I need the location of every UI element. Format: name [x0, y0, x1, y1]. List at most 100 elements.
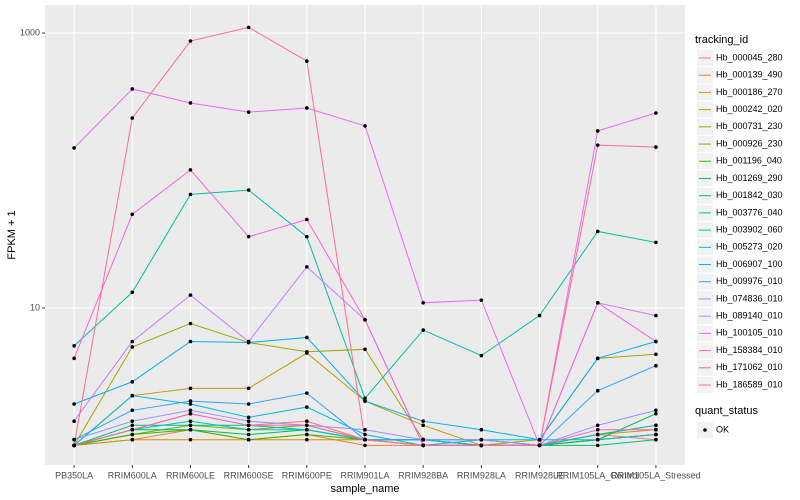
data-point — [479, 443, 484, 448]
data-point — [363, 396, 367, 401]
data-point — [654, 427, 658, 432]
data-point — [188, 399, 193, 403]
data-point — [654, 411, 658, 416]
data-point — [654, 339, 658, 344]
data-point — [421, 419, 425, 423]
data-point — [130, 290, 135, 295]
data-point — [305, 265, 309, 269]
data-point — [130, 432, 135, 437]
x-tick-label: RRIM928LA — [457, 470, 506, 480]
data-point — [595, 143, 600, 147]
data-point — [246, 427, 251, 432]
data-point — [305, 432, 309, 437]
data-point — [188, 293, 193, 297]
data-point — [305, 349, 309, 354]
data-point — [188, 437, 193, 442]
y-tick-label: 1000 — [20, 27, 40, 37]
legend-label: Hb_003902_060 — [716, 224, 783, 234]
data-point — [654, 240, 658, 245]
data-point — [305, 437, 309, 442]
data-point — [246, 423, 251, 428]
data-point — [421, 423, 425, 428]
data-point — [305, 391, 309, 395]
legend-label: Hb_006907_100 — [716, 259, 783, 269]
data-point — [363, 443, 367, 448]
data-point — [305, 59, 309, 63]
data-point — [188, 192, 193, 197]
data-point — [72, 437, 76, 442]
data-point — [537, 437, 542, 442]
data-point — [421, 437, 425, 442]
data-point — [363, 432, 367, 437]
legend-label: Hb_089140_010 — [716, 311, 783, 321]
data-point — [479, 353, 484, 358]
data-point — [479, 437, 484, 442]
x-tick-label: PB350LA — [55, 470, 93, 480]
data-point — [72, 356, 76, 361]
data-point — [130, 419, 135, 423]
legend-label: Hb_009976_010 — [716, 276, 783, 286]
data-point — [654, 313, 658, 318]
data-point — [537, 443, 542, 448]
data-point — [595, 437, 600, 442]
data-point — [595, 356, 600, 361]
legend-label: Hb_000045_280 — [716, 52, 783, 62]
data-point — [188, 101, 193, 105]
x-tick-label: RRIM600PE — [282, 470, 332, 480]
legend-label: Hb_000139_490 — [716, 70, 783, 80]
x-tick-label: RRIM600LA — [108, 470, 157, 480]
legend-label: Hb_074836_010 — [716, 293, 783, 303]
x-tick-label: RRIM105LA_Control — [556, 470, 639, 480]
data-point — [246, 432, 251, 437]
data-point — [130, 393, 135, 398]
data-point — [595, 301, 600, 305]
data-point — [595, 432, 600, 437]
data-point — [188, 411, 193, 416]
point-legend-label: OK — [716, 424, 729, 434]
data-point — [130, 212, 135, 217]
data-point — [305, 423, 309, 428]
data-point — [363, 317, 367, 322]
data-point — [246, 402, 251, 406]
y-axis-title: FPKM + 1 — [6, 210, 18, 259]
data-point — [72, 419, 76, 423]
data-point — [188, 408, 193, 413]
legend-label: Hb_001196_040 — [716, 156, 782, 166]
data-point — [421, 443, 425, 448]
data-point — [537, 313, 542, 318]
data-point — [654, 363, 658, 368]
data-point — [188, 321, 193, 326]
legend-label: Hb_001842_030 — [716, 190, 783, 200]
data-point — [130, 427, 135, 432]
data-point — [72, 443, 76, 448]
legend-label: Hb_100105_010 — [716, 328, 783, 338]
legend-label: Hb_001269_290 — [716, 173, 783, 183]
legend-label: Hb_003776_040 — [716, 207, 783, 217]
x-tick-label: RRIM928LE — [515, 470, 564, 480]
data-point — [130, 116, 135, 120]
data-point — [305, 217, 309, 222]
data-point — [188, 386, 193, 391]
data-point — [188, 339, 193, 344]
data-point — [305, 427, 309, 432]
data-point — [654, 432, 658, 437]
data-point — [246, 339, 251, 344]
x-tick-label: RRIM928BA — [398, 470, 448, 480]
data-point — [188, 402, 193, 406]
data-point — [305, 106, 309, 110]
legend-label: Hb_000242_020 — [716, 104, 783, 114]
data-point — [479, 298, 484, 302]
data-point — [654, 437, 658, 442]
legend-label: Hb_005273_020 — [716, 242, 783, 252]
legend-label: Hb_000186_270 — [716, 87, 783, 97]
data-point — [246, 419, 251, 423]
y-tick-label: 10 — [30, 302, 40, 312]
data-point — [246, 415, 251, 420]
data-point — [654, 423, 658, 428]
data-point — [72, 146, 76, 150]
data-point — [654, 408, 658, 413]
data-point — [246, 386, 251, 391]
x-tick-label: RRIM600SE — [224, 470, 274, 480]
data-point — [188, 427, 193, 432]
